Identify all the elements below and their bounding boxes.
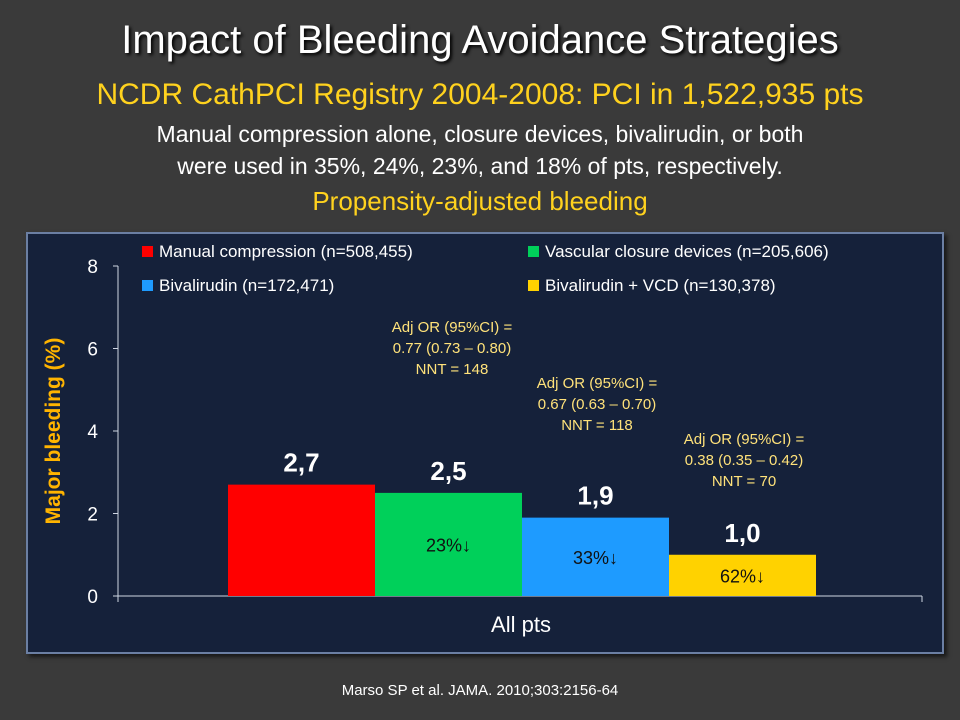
- legend-swatch: [528, 246, 539, 257]
- legend-swatch: [528, 280, 539, 291]
- y-tick-label: 4: [87, 422, 98, 443]
- bar-reduction-label: 62%↓: [720, 566, 765, 586]
- annotation-line: Adj OR (95%CI) =: [392, 319, 513, 336]
- annotation-line: 0.38 (0.35 – 0.42): [685, 452, 803, 469]
- chart-panel: 0 2 4 6 8 Major bleeding (%) All pts Manual com…: [26, 232, 944, 654]
- slide-description: Manual compression alone, closure device…: [60, 118, 900, 182]
- annotation-line: Adj OR (95%CI) =: [684, 431, 805, 448]
- bar: [669, 554, 816, 596]
- section-label: Propensity-adjusted bleeding: [312, 186, 648, 216]
- y-tick-label: 6: [87, 340, 98, 361]
- y-tick-label: 2: [87, 505, 98, 526]
- slide-subtitle: NCDR CathPCI Registry 2004-2008: PCI in …: [96, 78, 864, 111]
- bar-value-label: 2,7: [283, 448, 319, 478]
- bar-value-label: 1,9: [577, 481, 613, 511]
- annotation-line: NNT = 148: [416, 361, 489, 378]
- annotation-line: 0.77 (0.73 – 0.80): [393, 340, 511, 357]
- legend-entry: Bivalirudin + VCD (n=130,378): [545, 276, 776, 295]
- bar-chart: 0 2 4 6 8 Major bleeding (%) All pts Manual com…: [42, 242, 923, 637]
- annotation-line: NNT = 118: [561, 417, 633, 434]
- bar-reduction-label: 33%↓: [573, 548, 618, 568]
- citation: Marso SP et al. JAMA. 2010;303:2156-64: [341, 682, 619, 699]
- y-tick-label: 0: [87, 587, 98, 608]
- bar: [375, 492, 522, 596]
- bar-value-label: 1,0: [724, 518, 760, 548]
- bar: [522, 517, 669, 596]
- y-tick-label: 8: [87, 257, 98, 278]
- description-line-1: Manual compression alone, closure device…: [156, 121, 804, 147]
- bar-reduction-label: 23%↓: [426, 535, 471, 555]
- bar-value-label: 2,5: [430, 456, 466, 486]
- annotation-line: 0.67 (0.63 – 0.70): [538, 396, 656, 413]
- bar: [228, 484, 375, 596]
- annotation-line: NNT = 70: [712, 473, 776, 490]
- description-line-2: were used in 35%, 24%, 23%, and 18% of p…: [177, 153, 783, 179]
- y-axis-label: Major bleeding (%): [42, 338, 65, 525]
- legend-swatch: [142, 280, 153, 291]
- slide-title: Impact of Bleeding Avoidance Strategies: [121, 18, 839, 62]
- legend-entry: Vascular closure devices (n=205,606): [545, 242, 829, 261]
- legend-swatch: [142, 246, 153, 257]
- annotation-line: Adj OR (95%CI) =: [537, 375, 658, 392]
- legend-entry: Bivalirudin (n=172,471): [159, 276, 334, 295]
- legend-entry: Manual compression (n=508,455): [159, 242, 413, 261]
- x-category-label: All pts: [491, 612, 551, 637]
